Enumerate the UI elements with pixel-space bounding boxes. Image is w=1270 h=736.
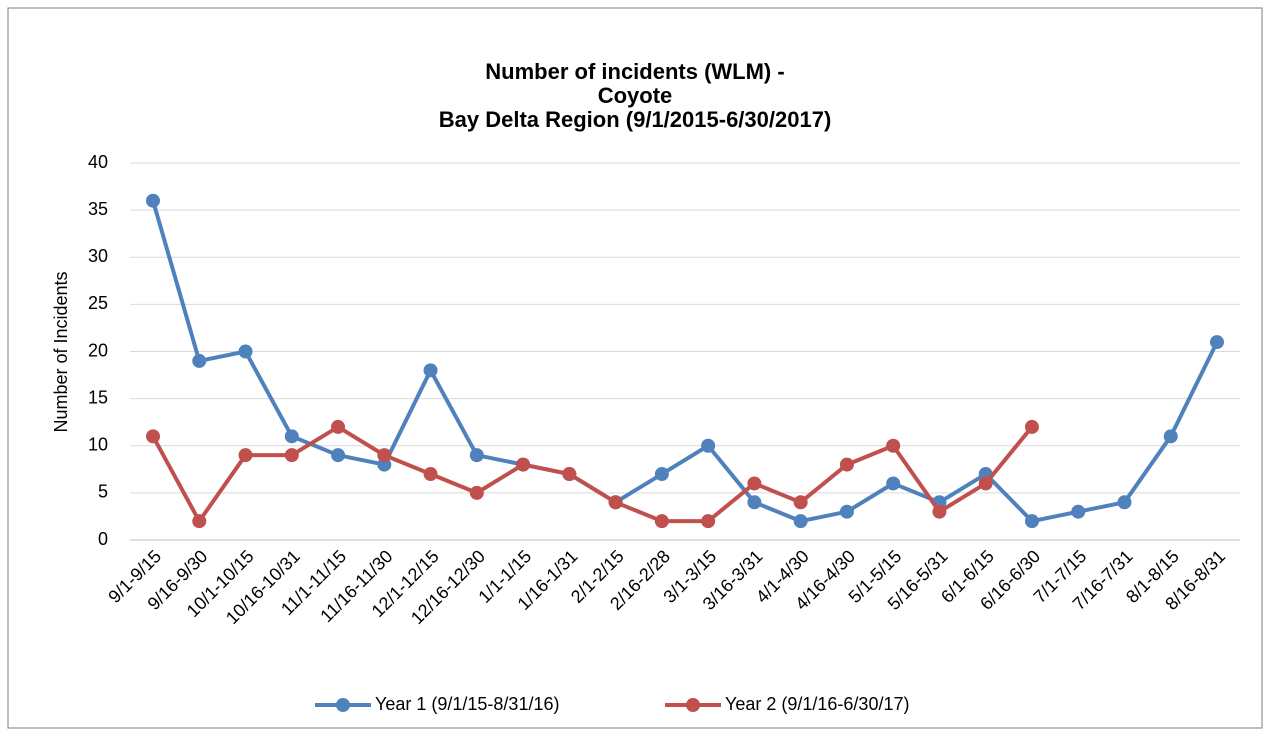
data-point — [793, 495, 808, 510]
chart-title: Coyote — [598, 83, 673, 108]
series-line — [151, 200, 1219, 524]
data-point — [284, 448, 299, 463]
data-point — [146, 429, 160, 444]
data-point — [978, 476, 993, 491]
data-point — [331, 419, 346, 434]
y-tick-label: 25 — [88, 293, 108, 313]
data-point — [886, 476, 901, 491]
data-point — [793, 514, 808, 529]
y-tick-label: 0 — [98, 529, 108, 549]
legend-label: Year 2 (9/1/16-6/30/17) — [725, 694, 909, 714]
data-point — [377, 448, 392, 463]
data-point — [469, 448, 484, 463]
data-point — [146, 193, 160, 208]
data-point — [562, 467, 577, 482]
data-point — [839, 457, 854, 472]
data-point — [238, 448, 253, 463]
data-point — [331, 448, 346, 463]
y-tick-label: 15 — [88, 387, 108, 407]
data-point — [423, 363, 438, 378]
data-point — [1117, 495, 1132, 510]
data-point — [423, 467, 438, 482]
y-tick-label: 10 — [88, 435, 108, 455]
legend-marker — [686, 698, 700, 712]
data-point — [701, 514, 716, 529]
data-point — [516, 457, 531, 472]
data-point — [1024, 514, 1039, 529]
data-point — [1163, 429, 1178, 444]
y-axis-label: Number of Incidents — [51, 271, 71, 432]
y-tick-label: 5 — [98, 482, 108, 502]
y-tick-label: 35 — [88, 199, 108, 219]
data-point — [284, 429, 299, 444]
chart-title: Number of incidents (WLM) - — [485, 59, 784, 84]
data-point — [747, 476, 762, 491]
data-point — [192, 353, 207, 368]
data-point — [192, 514, 207, 529]
data-point — [932, 504, 947, 519]
data-point — [238, 344, 253, 359]
data-point — [747, 495, 762, 510]
series-line — [151, 424, 1034, 524]
data-point — [608, 495, 623, 510]
data-point — [886, 438, 901, 453]
chart-frame — [7, 7, 1263, 729]
legend-marker — [336, 698, 350, 712]
data-point — [701, 438, 716, 453]
data-point — [839, 504, 854, 519]
y-tick-label: 20 — [88, 340, 108, 360]
data-point — [1071, 504, 1086, 519]
data-point — [1210, 335, 1224, 350]
y-tick-label: 40 — [88, 152, 108, 172]
data-point — [654, 467, 669, 482]
data-point — [1024, 419, 1039, 434]
y-tick-label: 30 — [88, 246, 108, 266]
data-point — [654, 514, 669, 529]
chart-title: Bay Delta Region (9/1/2015-6/30/2017) — [439, 107, 832, 132]
data-point — [469, 485, 484, 500]
legend-label: Year 1 (9/1/15-8/31/16) — [375, 694, 559, 714]
